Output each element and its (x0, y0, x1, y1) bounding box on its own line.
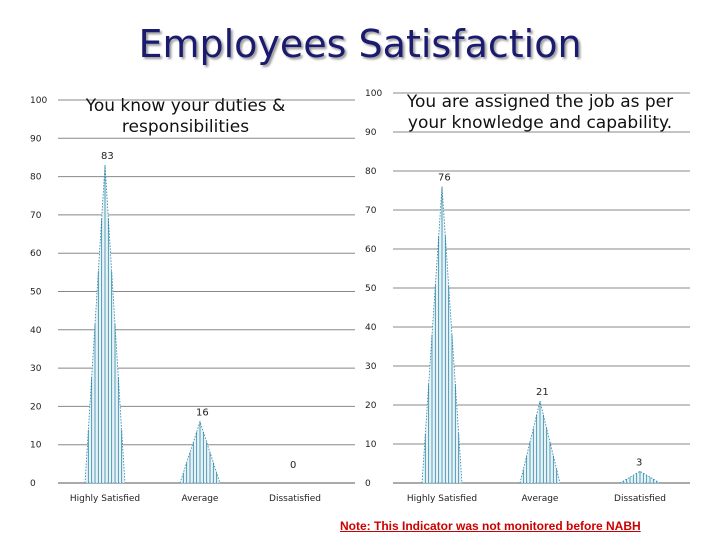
y-tick-label-1-3: 30 (365, 362, 377, 372)
page-title: Employees Satisfaction (138, 22, 582, 66)
y-tick-label-1-0: 0 (365, 479, 371, 489)
y-tick-label-1-2: 20 (365, 401, 377, 411)
bar-1-0 (421, 186, 463, 484)
x-tick-label-0-1: Average (182, 494, 219, 504)
x-tick-label-1-1: Average (522, 494, 559, 504)
y-tick-label-1-10: 100 (365, 89, 382, 99)
y-tick-label-1-8: 80 (365, 167, 377, 177)
data-label-1-0: 76 (438, 173, 451, 184)
y-tick-label-1-1: 10 (365, 440, 377, 450)
bar-1-1 (519, 401, 561, 484)
y-tick-label-1-9: 90 (365, 128, 377, 138)
chart-title-duties: You know your duties & responsibilities (85, 96, 286, 137)
bar-0-0 (84, 165, 126, 484)
y-tick-label-0-1: 10 (30, 441, 42, 451)
footnote: Note: This Indicator was not monitored b… (340, 519, 641, 533)
x-tick-label-0-2: Dissatisfied (269, 494, 321, 504)
bar-0-1 (179, 420, 221, 484)
y-tick-label-0-10: 100 (30, 96, 47, 106)
y-tick-label-1-4: 40 (365, 323, 377, 333)
data-label-0-2: 0 (290, 460, 296, 471)
y-tick-label-0-7: 70 (30, 211, 42, 221)
data-label-1-1: 21 (536, 387, 549, 398)
chart-title-assignment: You are assigned the job as per your kno… (406, 92, 674, 133)
y-tick-label-1-5: 50 (365, 284, 377, 294)
data-label-0-0: 83 (101, 151, 114, 162)
y-tick-label-1-6: 60 (365, 245, 377, 255)
x-tick-label-0-0: Highly Satisfied (70, 494, 140, 504)
y-tick-label-0-9: 90 (30, 134, 42, 144)
x-tick-label-1-2: Dissatisfied (614, 494, 666, 504)
bar-1-2 (618, 470, 662, 484)
data-label-1-2: 3 (636, 457, 642, 468)
y-tick-label-0-0: 0 (30, 479, 36, 489)
x-tick-label-1-0: Highly Satisfied (407, 494, 477, 504)
y-tick-label-0-3: 30 (30, 364, 42, 374)
y-tick-label-1-7: 70 (365, 206, 377, 216)
y-tick-label-0-6: 60 (30, 249, 42, 259)
data-label-0-1: 16 (196, 408, 209, 419)
y-tick-label-0-4: 40 (30, 326, 42, 336)
y-tick-label-0-2: 20 (30, 402, 42, 412)
y-tick-label-0-8: 80 (30, 173, 42, 183)
y-tick-label-0-5: 50 (30, 288, 42, 298)
